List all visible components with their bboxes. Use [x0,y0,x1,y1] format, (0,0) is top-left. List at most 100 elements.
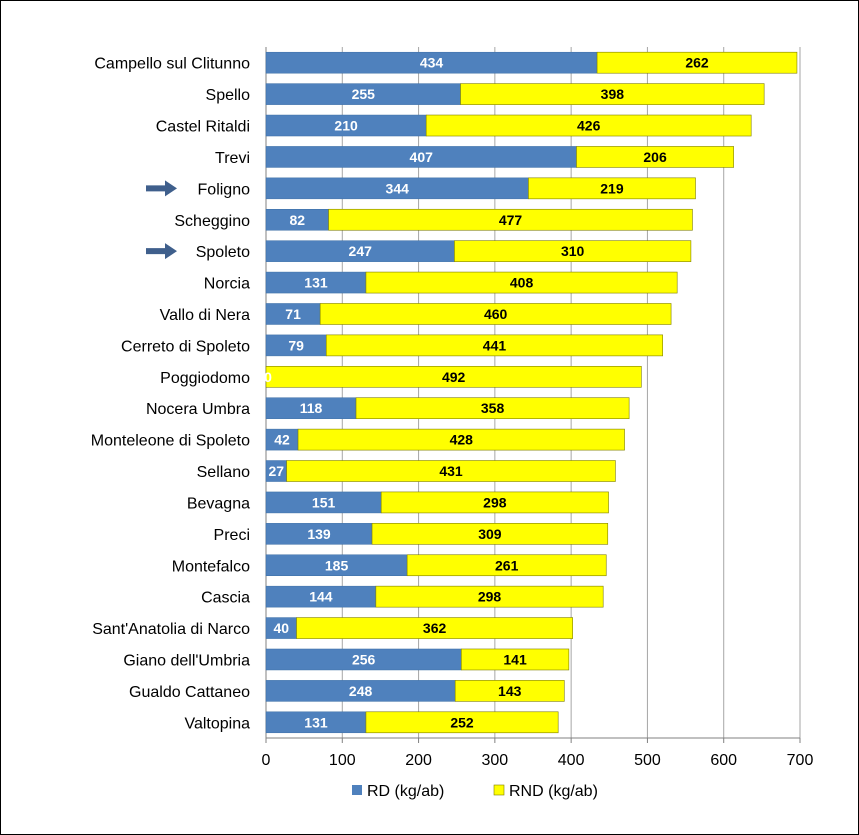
value-label-rnd-11: 358 [481,400,505,416]
value-label-rd-14: 151 [312,494,336,510]
value-label-rnd-20: 143 [498,683,522,699]
category-label-19: Giano dell'Umbria [123,652,250,669]
highlight-arrow-icon-6 [146,243,177,260]
bar-rnd-1 [460,83,765,105]
value-label-rd-19: 256 [352,651,376,667]
value-label-rd-17: 144 [309,589,333,605]
bar-rnd-2 [425,114,752,137]
category-label-2: Castel Ritaldi [156,119,250,136]
value-label-rd-1: 255 [352,86,376,102]
category-label-8: Vallo di Nera [160,307,251,324]
x-tick-label-200: 200 [405,752,432,769]
value-label-rnd-3: 206 [643,149,667,165]
legend-label-rd: RD (kg/ab) [367,783,444,800]
bar-rnd-10 [265,365,642,388]
value-label-rnd-16: 261 [495,557,519,573]
value-label-rnd-15: 309 [478,526,502,542]
category-label-17: Cascia [201,590,250,607]
category-label-18: Sant'Anatolia di Narco [92,621,250,638]
value-label-rnd-7: 408 [510,275,534,291]
category-label-0: Campello sul Clitunno [94,56,250,73]
x-tick-label-300: 300 [482,752,509,769]
bar-rnd-13 [286,460,616,482]
value-label-rnd-17: 298 [478,589,502,605]
bar-rnd-20 [454,680,565,702]
category-label-20: Gualdo Cattaneo [129,684,250,701]
value-label-rnd-13: 431 [439,463,463,479]
category-label-11: Nocera Umbra [146,401,250,418]
x-tick-label-400: 400 [558,752,585,769]
value-label-rd-12: 42 [274,432,290,448]
x-tick-label-500: 500 [634,752,661,769]
value-label-rd-9: 79 [288,337,304,353]
category-label-13: Sellano [197,464,250,481]
category-label-14: Bevagna [187,495,250,512]
value-label-rnd-8: 460 [484,306,508,322]
value-label-rd-0: 434 [420,55,444,71]
bar-rnd-4 [528,177,696,200]
bar-rnd-3 [576,146,734,168]
x-tick-label-0: 0 [262,752,271,769]
legend-label-rnd: RND (kg/ab) [509,783,598,800]
bar-rnd-12 [297,428,625,451]
bar-rnd-11 [355,397,630,420]
value-label-rnd-5: 477 [499,212,523,228]
category-label-1: Spello [206,87,251,104]
category-label-15: Preci [214,527,250,544]
value-label-rd-10: 0 [264,369,272,385]
category-label-6: Spoleto [196,244,250,261]
value-label-rd-13: 27 [269,463,285,479]
value-label-rd-15: 139 [307,526,331,542]
category-label-16: Montefalco [172,558,250,575]
category-label-3: Trevi [215,150,250,167]
value-label-rd-16: 185 [325,557,349,573]
bar-rnd-7 [365,271,678,294]
x-tick-label-700: 700 [787,752,814,769]
value-label-rnd-19: 141 [503,651,527,667]
value-label-rd-4: 344 [386,180,410,196]
bar-rnd-17 [375,585,604,608]
x-tick-label-600: 600 [710,752,737,769]
value-label-rd-6: 247 [349,243,373,259]
value-label-rd-18: 40 [273,620,289,636]
bar-rnd-8 [319,303,672,325]
bar-rnd-6 [454,240,692,262]
value-label-rnd-10: 492 [442,369,466,385]
value-label-rd-7: 131 [304,275,328,291]
legend-swatch-rnd [493,784,505,796]
value-label-rd-5: 82 [289,212,305,228]
bar-rnd-9 [325,334,663,357]
value-label-rnd-4: 219 [600,180,624,196]
value-label-rnd-0: 262 [685,55,709,71]
category-label-4: Foligno [198,181,251,198]
bar-rnd-19 [460,648,570,671]
value-label-rd-11: 118 [300,400,323,416]
bar-rnd-14 [380,491,609,514]
value-label-rnd-21: 252 [450,714,474,730]
value-label-rd-8: 71 [285,306,301,322]
bar-rnd-15 [371,523,609,545]
value-label-rd-21: 131 [304,714,328,730]
x-tick-label-100: 100 [329,752,356,769]
category-label-9: Cerreto di Spoleto [121,338,250,355]
bar-rnd-18 [296,617,573,639]
category-label-21: Valtopina [184,715,250,732]
value-label-rd-20: 248 [349,683,373,699]
bar-rnd-0 [596,51,798,74]
bar-rnd-21 [365,711,559,734]
value-label-rnd-9: 441 [483,337,507,353]
category-label-5: Scheggino [174,213,250,230]
category-label-7: Norcia [204,276,250,293]
value-label-rnd-18: 362 [423,620,447,636]
value-label-rnd-2: 426 [577,118,601,134]
legend-swatch-rd [352,785,362,795]
category-label-12: Monteleone di Spoleto [91,433,250,450]
value-label-rnd-6: 310 [561,243,585,259]
value-label-rnd-14: 298 [483,494,507,510]
value-label-rd-2: 210 [334,118,358,134]
value-label-rnd-1: 398 [601,86,625,102]
bar-rnd-16 [406,554,607,577]
value-label-rnd-12: 428 [450,432,474,448]
value-label-rd-3: 407 [410,149,434,165]
